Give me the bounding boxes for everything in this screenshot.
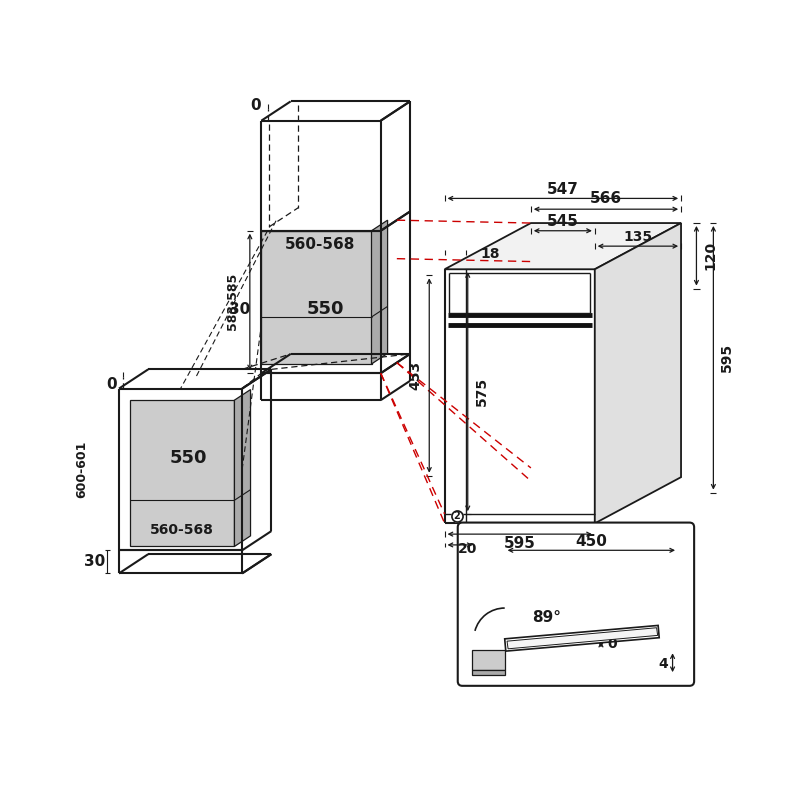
Text: 583-585: 583-585 [226, 273, 239, 330]
Text: 0: 0 [607, 638, 617, 651]
Text: 560-568: 560-568 [150, 522, 214, 537]
Text: 595: 595 [720, 343, 734, 372]
Text: 547: 547 [546, 182, 578, 197]
Text: 575: 575 [474, 377, 489, 406]
Polygon shape [507, 628, 658, 649]
Text: 20: 20 [458, 542, 478, 556]
Text: 4: 4 [658, 658, 668, 671]
Polygon shape [594, 223, 681, 523]
FancyBboxPatch shape [458, 522, 694, 686]
Polygon shape [234, 390, 250, 546]
Text: 135: 135 [623, 230, 653, 244]
Text: 566: 566 [590, 191, 622, 206]
Text: 595: 595 [503, 536, 535, 551]
Text: 545: 545 [546, 214, 578, 229]
Text: 30: 30 [230, 302, 250, 317]
Text: 560-568: 560-568 [285, 237, 355, 252]
Text: 600-601: 600-601 [75, 441, 89, 498]
Text: 550: 550 [170, 449, 207, 467]
Polygon shape [262, 230, 371, 364]
Text: 450: 450 [575, 534, 607, 549]
Text: 453: 453 [408, 361, 422, 390]
Polygon shape [472, 650, 505, 670]
Polygon shape [130, 400, 234, 546]
Polygon shape [505, 626, 659, 651]
Text: 0: 0 [250, 98, 261, 113]
Polygon shape [371, 220, 387, 364]
Polygon shape [472, 670, 505, 675]
Text: 18: 18 [480, 247, 500, 261]
Text: 89°: 89° [533, 610, 562, 625]
Text: 30: 30 [84, 554, 105, 570]
Text: 120: 120 [703, 241, 718, 270]
Polygon shape [445, 223, 681, 270]
Text: 550: 550 [306, 299, 344, 318]
Text: 2: 2 [454, 511, 460, 522]
Text: 0: 0 [106, 378, 117, 392]
